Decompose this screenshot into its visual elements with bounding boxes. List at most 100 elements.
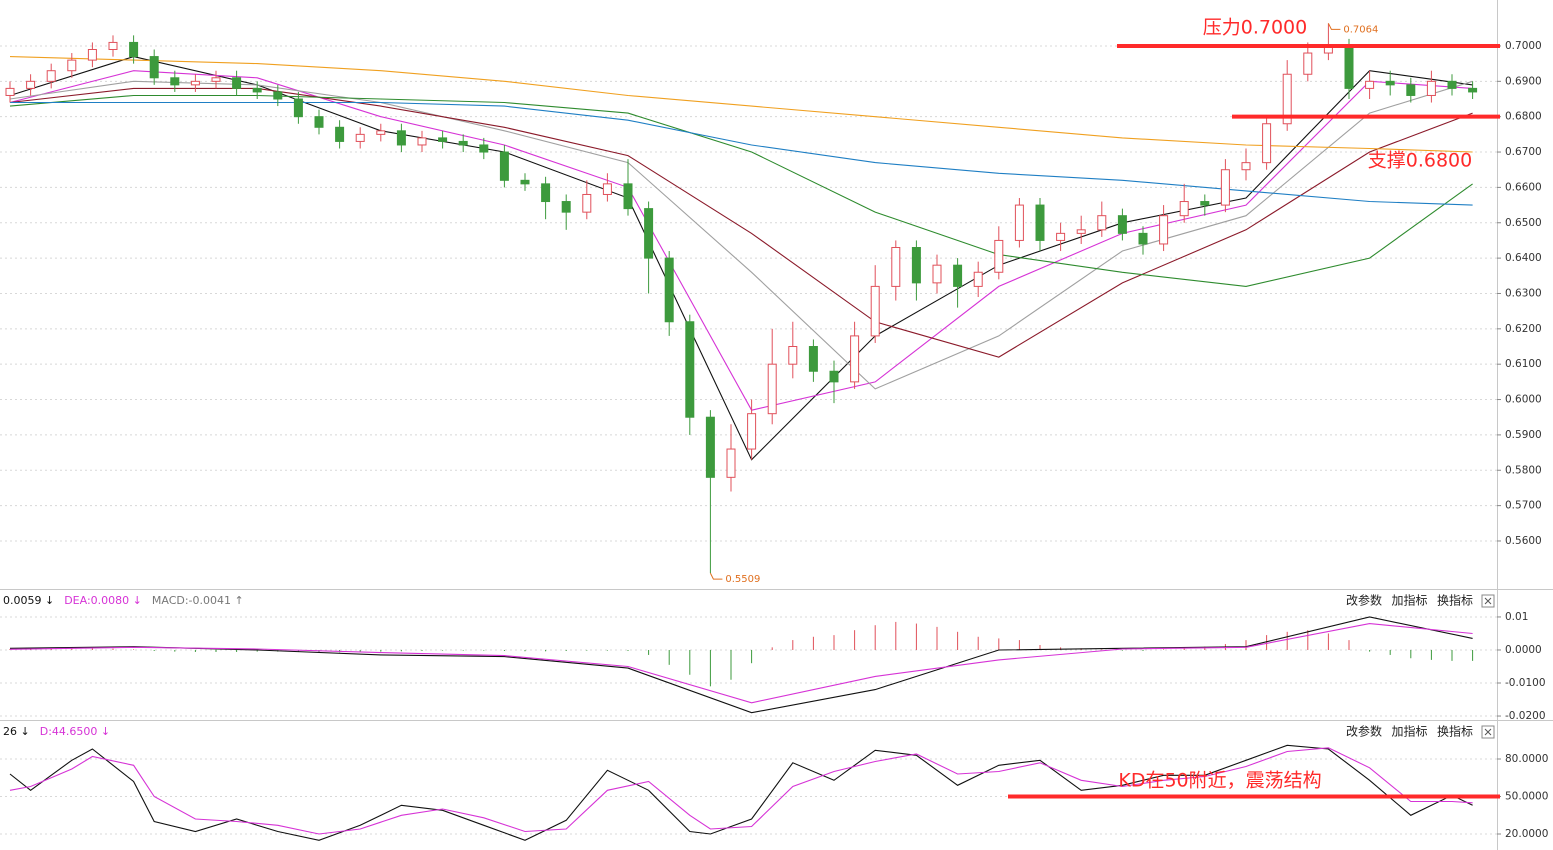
candle-body	[953, 264, 963, 287]
candle-body	[685, 321, 695, 418]
candle-body	[1406, 84, 1416, 96]
indicator-line	[10, 101, 1473, 206]
y-tick-label: 0.5900	[1505, 429, 1542, 441]
candle-body	[1282, 73, 1292, 125]
indicator-value: DEA:0.0080 ↓	[64, 594, 142, 607]
candle-body	[1468, 87, 1478, 93]
y-tick-label: 0.5800	[1505, 464, 1542, 476]
candle-body	[623, 183, 633, 210]
candle-body	[252, 87, 262, 93]
candle-body	[891, 247, 901, 287]
candle-body	[1262, 123, 1272, 164]
candle-body	[1056, 232, 1066, 241]
y-tick-label: 0.6100	[1505, 358, 1542, 370]
y-tick-label: 50.0000	[1505, 791, 1548, 803]
candle-body	[376, 130, 386, 135]
indicator-line	[9, 623, 1473, 704]
candle-body	[850, 335, 860, 383]
candle-body	[602, 183, 612, 195]
indicator-button[interactable]: 换指标	[1437, 724, 1473, 739]
candle-body	[46, 70, 56, 82]
candle-body	[479, 144, 489, 153]
indicator-button[interactable]: 换指标	[1437, 593, 1473, 608]
candle-body	[994, 239, 1004, 273]
candle-body	[541, 183, 551, 203]
indicator-button[interactable]: 加指标	[1392, 724, 1428, 739]
candle-body	[582, 193, 592, 213]
y-tick-label: 0.5600	[1505, 535, 1542, 547]
candle-body	[1426, 80, 1436, 96]
candle-body	[1200, 201, 1210, 206]
candle-body	[1097, 215, 1107, 231]
level-label: 压力0.7000	[1203, 17, 1307, 39]
indicator-value: MACD:-0.0041 ↑	[152, 594, 244, 607]
candle-body	[232, 77, 242, 89]
candle-body	[458, 140, 468, 146]
close-icon	[1484, 597, 1492, 605]
candle-body	[211, 77, 221, 82]
candle-body	[1365, 80, 1375, 89]
indicator-line	[9, 747, 1473, 835]
y-tick-label: -0.0100	[1505, 677, 1546, 689]
candle-body	[726, 448, 736, 478]
y-tick-label: 0.7000	[1505, 40, 1542, 52]
candle-body	[1179, 201, 1189, 217]
candle-body	[67, 59, 77, 72]
y-tick-label: 0.0000	[1505, 644, 1542, 656]
candle-body	[767, 363, 777, 415]
candle-body	[870, 285, 880, 337]
candle-body	[561, 201, 571, 213]
candle-body	[129, 41, 139, 58]
candle-body	[355, 133, 365, 142]
candle-body	[499, 151, 509, 181]
y-tick-label: 0.6700	[1505, 146, 1542, 158]
candle-body	[664, 257, 674, 323]
candle-body	[932, 264, 942, 284]
y-tick-label: 0.6200	[1505, 323, 1542, 335]
indicator-button[interactable]: 改参数	[1346, 724, 1382, 739]
level-label: 支撑0.6800	[1368, 150, 1472, 172]
price-pointer	[1327, 23, 1341, 30]
candle-body	[190, 80, 200, 86]
candle-body	[335, 126, 345, 142]
candle-body	[438, 137, 448, 142]
candle-body	[1014, 204, 1024, 241]
candle-body	[5, 87, 15, 96]
candle-body	[808, 346, 818, 372]
candle-body	[1385, 80, 1395, 86]
candle-body	[1035, 204, 1045, 241]
candle-body	[1241, 162, 1251, 171]
indicator-value: D:44.6500 ↓	[40, 725, 110, 738]
price-pointer	[709, 572, 723, 580]
y-tick-label: 20.0000	[1505, 828, 1548, 840]
y-tick-label: 0.6400	[1505, 252, 1542, 264]
candle-body	[520, 179, 530, 185]
y-tick-label: 0.6000	[1505, 394, 1542, 406]
y-tick-label: 0.6500	[1505, 217, 1542, 229]
candle-body	[911, 247, 921, 284]
y-tick-label: 0.6600	[1505, 181, 1542, 193]
candle-body	[149, 56, 159, 79]
candle-body	[1447, 80, 1457, 89]
indicator-button[interactable]: 加指标	[1392, 593, 1428, 608]
candle-body	[1303, 52, 1313, 75]
candle-body	[314, 116, 324, 128]
y-tick-label: 0.6800	[1505, 111, 1542, 123]
candle-body	[87, 49, 97, 61]
y-tick-label: -0.0200	[1505, 710, 1546, 722]
candle-body	[1138, 232, 1148, 245]
price-mark-label: 0.7064	[1343, 24, 1378, 35]
indicator-button[interactable]: 改参数	[1346, 593, 1382, 608]
indicator-value: 0.0059 ↓	[3, 594, 54, 607]
candle-body	[170, 77, 180, 86]
indicator-line	[9, 616, 1473, 714]
candle-body	[788, 346, 798, 365]
y-tick-label: 80.0000	[1505, 753, 1548, 765]
indicator-line	[9, 56, 1473, 153]
y-tick-label: 0.6900	[1505, 75, 1542, 87]
candle-body	[973, 271, 983, 287]
candle-body	[705, 416, 715, 478]
candle-body	[1220, 169, 1230, 206]
candle-body	[417, 137, 427, 146]
